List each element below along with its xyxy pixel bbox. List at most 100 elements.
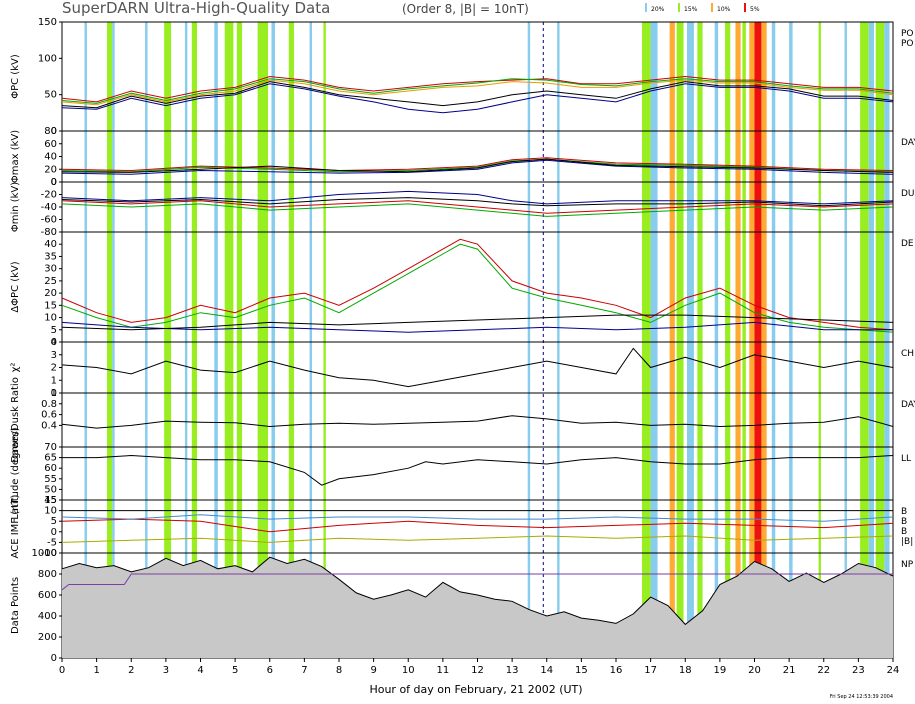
panel-right-label: LL: [901, 454, 911, 464]
x-tick-label: 13: [506, 665, 519, 676]
threshold-band: [191, 22, 198, 658]
y-tick-label: 45: [44, 495, 57, 506]
threshold-band: [224, 22, 234, 658]
panel-right-label: PO: [901, 29, 914, 39]
threshold-band: [271, 22, 275, 658]
series-line: [61, 200, 894, 214]
series-area: [62, 557, 893, 658]
panel-right-label: DE: [901, 239, 914, 249]
series-line: [61, 197, 894, 207]
threshold-band: [697, 22, 703, 658]
panel-right-label: DU: [901, 189, 915, 199]
series-line: [61, 190, 894, 205]
threshold-band: [686, 22, 694, 658]
panel-right-label: PO: [901, 39, 914, 49]
y-tick-label: 20: [44, 164, 57, 175]
panel-min: -80-60 -40-20 0 Φmin (kV) DU: [10, 177, 915, 238]
y-tick-label: -20: [41, 190, 57, 201]
legend-label: 20%: [651, 6, 665, 13]
x-tick-label: 11: [437, 665, 450, 676]
y-tick-label: 60: [44, 463, 57, 474]
y-tick-label: 65: [44, 453, 57, 464]
panel-right-label: B: [901, 527, 907, 537]
threshold-band: [288, 22, 294, 658]
series-line: [61, 81, 894, 109]
threshold-band: [257, 22, 269, 658]
x-tick-label: 9: [370, 665, 376, 676]
y-tick-label: 100: [38, 53, 57, 64]
y-tick-label: 150: [38, 17, 57, 28]
x-tick-label: 4: [197, 665, 203, 676]
series-line: [61, 321, 893, 333]
threshold-band: [184, 22, 188, 658]
series-line: [61, 159, 894, 175]
y-tick-label: -80: [41, 227, 57, 238]
y-tick-label: -5: [47, 537, 57, 548]
series-line: [61, 556, 894, 626]
x-tick-label: 2: [128, 665, 134, 676]
y-axis-label: Dawn/Dusk Ratio: [10, 377, 21, 463]
threshold-band: [164, 22, 172, 658]
threshold-band: [771, 22, 776, 658]
series-line: [61, 238, 894, 331]
page-subtitle: (Order 8, |B| = 10nT): [402, 2, 529, 16]
y-tick-label: 50: [44, 484, 57, 495]
threshold-band: [527, 22, 531, 658]
x-tick-label: 20: [748, 665, 761, 676]
legend-label: 15%: [684, 6, 698, 13]
panel-right-label: CH: [901, 349, 914, 359]
y-axis-label: Φmin (kV): [10, 182, 21, 232]
x-tick-label: 23: [852, 665, 865, 676]
y-tick-label: 5: [51, 325, 57, 336]
threshold-band: [650, 22, 658, 658]
threshold-band: [669, 22, 675, 658]
y-axis-label: ΔΦPC (kV): [10, 261, 21, 312]
y-axis-label: Φmax (kV): [10, 130, 21, 183]
legend-label: 10%: [717, 6, 731, 13]
y-axis-label: Latitude (degrees): [10, 427, 21, 519]
y-tick-label: 35: [44, 251, 57, 262]
series-line: [61, 243, 894, 333]
y-tick-label: 0: [51, 653, 57, 664]
y-tick-label: 1000: [32, 548, 57, 559]
y-tick-label: 3: [51, 350, 57, 361]
threshold-band: [742, 22, 746, 658]
y-tick-label: 0: [51, 388, 57, 399]
panel-right-label: DAY: [901, 138, 915, 148]
y-tick-label: 15: [44, 495, 57, 506]
x-tick-label: 16: [610, 665, 623, 676]
y-tick-label: 50: [44, 90, 57, 101]
y-tick-label: 0.6: [41, 410, 57, 421]
legend-swatch: [645, 3, 647, 12]
series-line: [61, 158, 894, 173]
x-tick-label: 5: [232, 665, 238, 676]
y-tick-label: 0: [51, 337, 57, 348]
y-axis-label: ACE IMF (nT): [10, 494, 21, 558]
series-line: [61, 78, 894, 104]
y-tick-label: 10: [44, 506, 57, 517]
legend-swatch: [678, 3, 680, 12]
y-tick-label: 0.8: [41, 399, 57, 410]
series-line: [61, 314, 894, 331]
x-tick-label: 1: [93, 665, 99, 676]
series-line: [61, 158, 894, 173]
x-tick-label: 12: [471, 665, 484, 676]
panel-right-label: B: [901, 517, 907, 527]
series-line: [61, 514, 894, 522]
x-tick-label: 21: [783, 665, 796, 676]
y-tick-label: 2: [51, 363, 57, 374]
x-tick-label: 3: [163, 665, 169, 676]
legend-label: 5%: [750, 6, 760, 13]
y-tick-label: 200: [38, 632, 57, 643]
y-tick-label: 4: [51, 337, 57, 348]
y-tick-label: 1: [51, 375, 57, 386]
y-tick-label: 0: [51, 126, 57, 137]
y-tick-label: 40: [44, 239, 57, 250]
y-axis-label: χ²: [10, 363, 21, 373]
threshold-band: [761, 22, 767, 658]
threshold-band: [714, 22, 719, 658]
